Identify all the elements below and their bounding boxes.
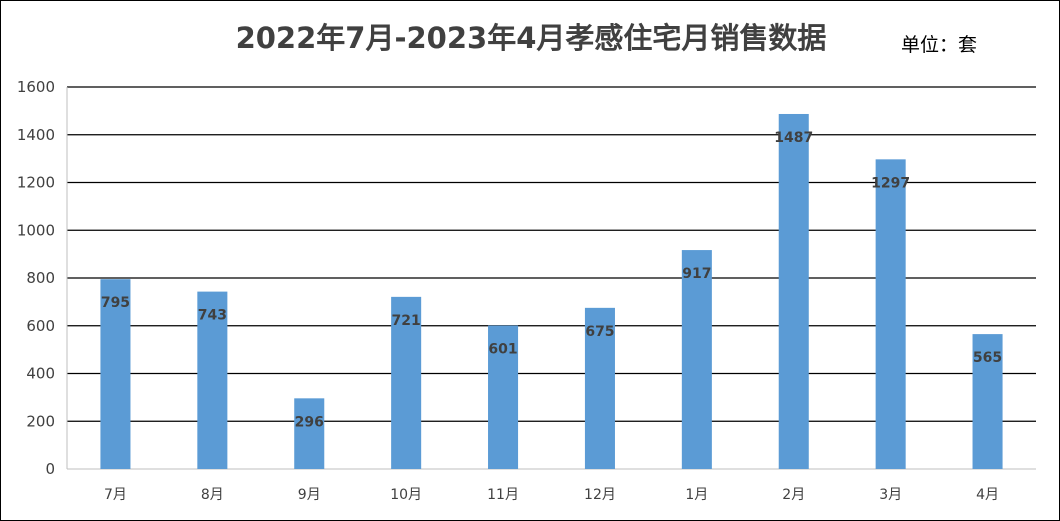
bar: [875, 159, 906, 469]
bar: [778, 113, 809, 469]
data-labels: 795 743 296 721 601 675 917 1487 1297 565: [101, 130, 1002, 430]
x-tick-label: 3月: [879, 487, 902, 503]
x-tick-label: 4月: [976, 487, 999, 503]
x-tick-label: 7月: [104, 487, 127, 503]
x-tick-label: 8月: [201, 487, 224, 503]
y-tick-label: 1400: [17, 126, 55, 144]
bar: [972, 334, 1003, 469]
y-axis-tick-labels: 0 200 400 600 800 1000 1200 1400 1600: [17, 78, 55, 478]
y-tick-label: 200: [26, 412, 55, 430]
gridlines: [67, 86, 1036, 470]
data-label: 1487: [774, 130, 813, 146]
y-tick-label: 600: [26, 317, 55, 335]
data-label: 721: [392, 313, 421, 329]
bar: [197, 291, 228, 469]
data-label: 565: [973, 350, 1002, 366]
bars: [100, 113, 1003, 469]
bar: [488, 325, 519, 469]
y-tick-label: 800: [26, 269, 55, 287]
bar: [100, 279, 131, 469]
data-label: 296: [295, 414, 324, 430]
data-label: 601: [488, 342, 517, 358]
bar: [391, 296, 422, 469]
data-label: 795: [101, 295, 130, 311]
data-label: 675: [585, 324, 614, 340]
y-tick-label: 1000: [17, 221, 55, 239]
unit-label: 单位：套: [901, 34, 977, 56]
data-label: 917: [682, 266, 711, 282]
chart-title: 2022年7月-2023年4月孝感住宅月销售数据: [236, 21, 827, 55]
data-label: 1297: [871, 175, 910, 191]
x-tick-label: 2月: [782, 487, 805, 503]
bar: [584, 307, 615, 469]
x-axis-tick-labels: 7月 8月 9月 10月 11月 12月 1月 2月 3月 4月: [104, 487, 999, 503]
bar: [294, 398, 325, 469]
y-tick-label: 1200: [17, 174, 55, 192]
y-tick-label: 1600: [17, 78, 55, 96]
x-tick-label: 12月: [584, 487, 616, 503]
x-tick-label: 9月: [298, 487, 321, 503]
y-tick-label: 400: [26, 365, 55, 383]
y-tick-label: 0: [45, 460, 55, 478]
data-label: 743: [198, 308, 227, 324]
x-tick-label: 1月: [685, 487, 708, 503]
bar: [681, 250, 712, 469]
x-tick-label: 11月: [487, 487, 519, 503]
x-tick-label: 10月: [390, 487, 422, 503]
